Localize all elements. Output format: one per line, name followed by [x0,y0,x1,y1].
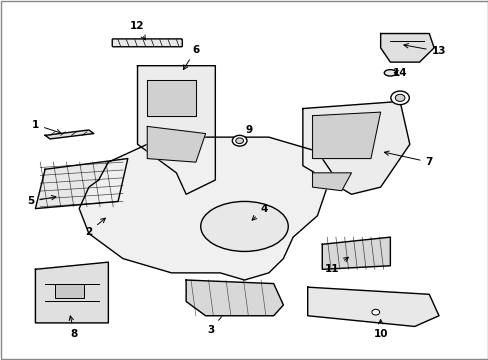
Circle shape [232,135,246,146]
Polygon shape [307,287,438,327]
Polygon shape [35,158,127,208]
Text: 7: 7 [384,151,432,167]
Polygon shape [322,237,389,269]
Polygon shape [380,33,433,62]
Polygon shape [312,173,351,191]
Polygon shape [45,130,94,139]
Polygon shape [312,112,380,158]
Polygon shape [147,126,205,162]
Polygon shape [137,66,215,194]
Text: 8: 8 [69,316,78,339]
Text: 13: 13 [403,44,446,57]
Text: 4: 4 [252,203,267,220]
Circle shape [371,309,379,315]
Text: 11: 11 [324,257,347,274]
Circle shape [235,138,243,144]
Text: 12: 12 [130,21,145,40]
Bar [55,284,84,298]
Text: 6: 6 [183,45,199,69]
Text: 10: 10 [373,320,387,339]
Text: 2: 2 [85,218,105,237]
Polygon shape [79,137,331,280]
Text: 5: 5 [27,195,56,206]
FancyBboxPatch shape [112,39,182,47]
Text: 14: 14 [392,68,407,78]
Ellipse shape [201,202,287,251]
Polygon shape [35,262,108,323]
Ellipse shape [394,94,404,102]
Text: 9: 9 [242,125,252,141]
Polygon shape [302,102,409,194]
Ellipse shape [384,69,396,76]
Polygon shape [147,80,196,116]
Text: 1: 1 [32,120,61,134]
Ellipse shape [390,91,408,105]
Text: 3: 3 [206,310,227,335]
Polygon shape [186,280,283,316]
